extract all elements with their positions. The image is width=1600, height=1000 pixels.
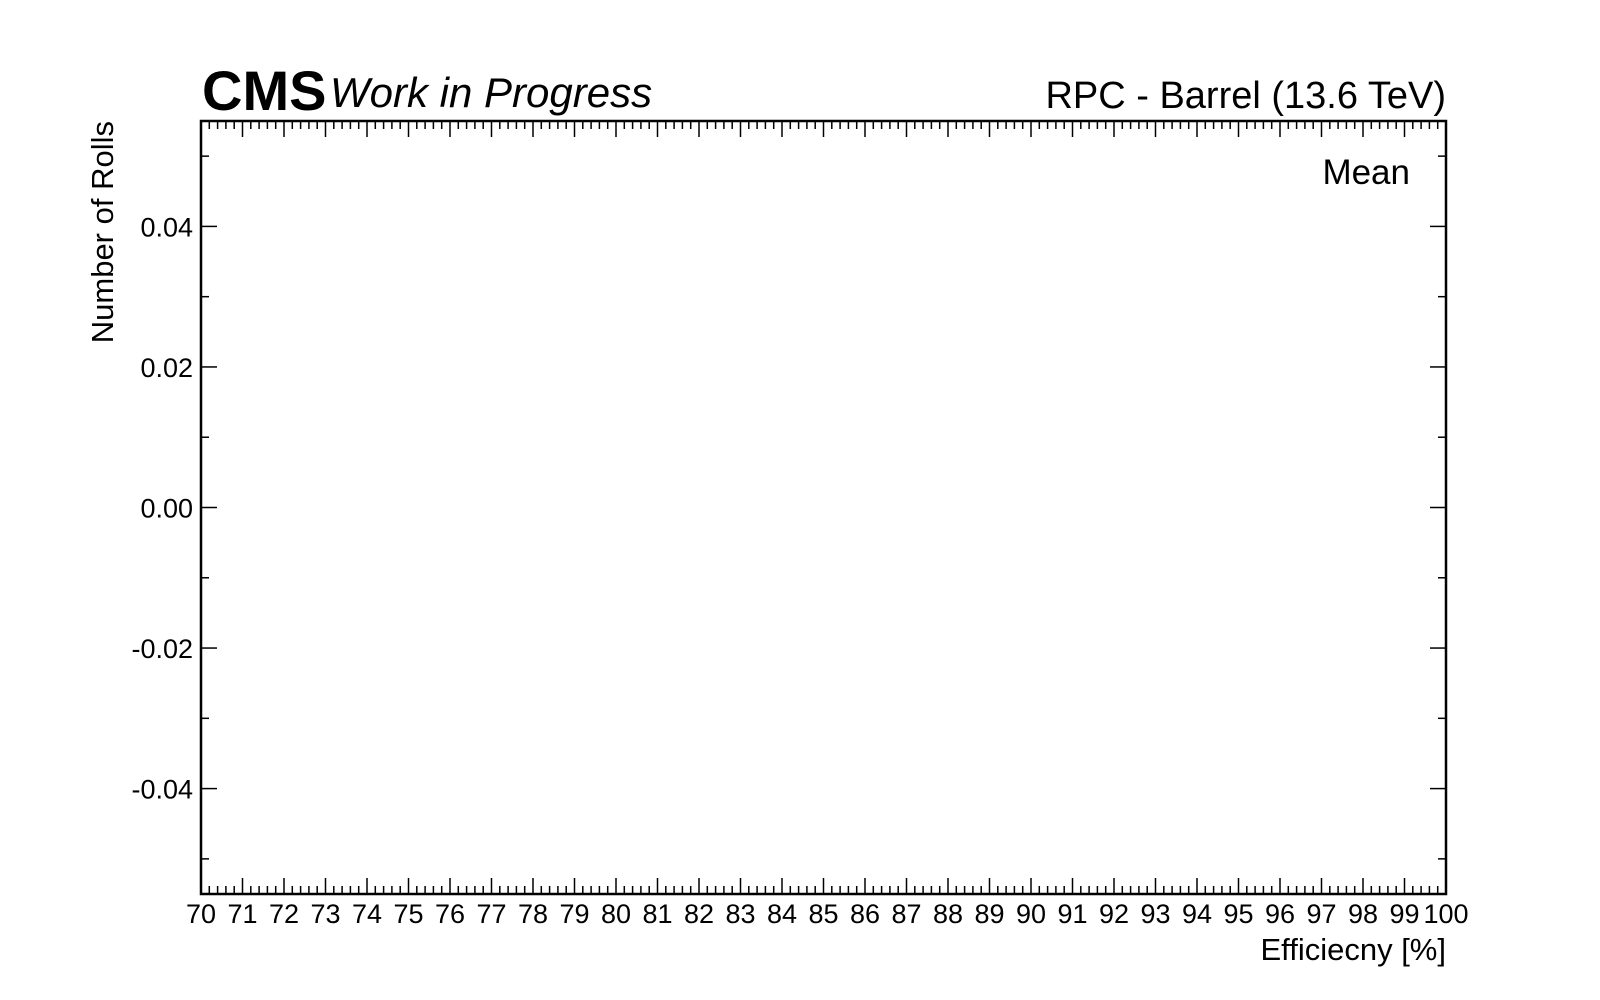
extra-label: Work in Progress <box>330 69 652 116</box>
x-axis-title: Efficiecny [%] <box>1260 932 1446 967</box>
y-axis-tick-labels: -0.04 -0.02 0.00 0.02 0.04 <box>131 212 193 804</box>
x-tick-label: 100 <box>1423 899 1468 929</box>
y-tick-label: 0.04 <box>140 212 193 242</box>
x-tick-label: 92 <box>1099 899 1129 929</box>
x-axis-tick-labels: 70 71 72 73 74 75 76 77 78 79 80 81 82 83 84 85 86 87 88 89… <box>186 899 1469 929</box>
x-tick-label: 79 <box>559 899 589 929</box>
x-tick-label: 77 <box>476 899 506 929</box>
x-axis-ticks <box>200 121 1447 894</box>
y-axis-ticks <box>201 155 1446 860</box>
x-tick-label: 81 <box>642 899 672 929</box>
x-tick-label: 96 <box>1265 899 1295 929</box>
x-tick-label: 80 <box>601 899 631 929</box>
x-tick-label: 87 <box>891 899 921 929</box>
y-axis-title: Number of Rolls <box>85 121 120 343</box>
y-tick-label: 0.02 <box>140 353 193 383</box>
x-tick-label: 86 <box>850 899 880 929</box>
y-tick-label: 0.00 <box>140 494 193 524</box>
x-tick-label: 91 <box>1057 899 1087 929</box>
x-tick-label: 74 <box>352 899 382 929</box>
x-tick-label: 82 <box>684 899 714 929</box>
x-tick-label: 95 <box>1223 899 1253 929</box>
x-tick-label: 89 <box>974 899 1004 929</box>
y-tick-label: -0.04 <box>131 775 193 805</box>
x-tick-label: 98 <box>1348 899 1378 929</box>
x-tick-label: 72 <box>269 899 299 929</box>
x-tick-label: 85 <box>808 899 838 929</box>
x-tick-label: 99 <box>1389 899 1419 929</box>
x-tick-label: 76 <box>435 899 465 929</box>
x-tick-label: 93 <box>1140 899 1170 929</box>
x-tick-label: 94 <box>1182 899 1212 929</box>
x-tick-label: 70 <box>186 899 216 929</box>
x-tick-label: 78 <box>518 899 548 929</box>
cms-label: CMS <box>202 59 326 122</box>
x-tick-label: 71 <box>227 899 257 929</box>
x-tick-label: 75 <box>393 899 423 929</box>
y-tick-label: -0.02 <box>131 634 193 664</box>
plot-frame <box>199 119 1448 896</box>
legend-entry-mean: Mean <box>1322 153 1410 192</box>
x-tick-label: 84 <box>767 899 797 929</box>
lumi-label: RPC - Barrel (13.6 TeV) <box>1045 75 1446 117</box>
x-tick-label: 97 <box>1306 899 1336 929</box>
x-tick-label: 90 <box>1016 899 1046 929</box>
x-tick-label: 88 <box>933 899 963 929</box>
x-tick-label: 73 <box>310 899 340 929</box>
x-tick-label: 83 <box>725 899 755 929</box>
